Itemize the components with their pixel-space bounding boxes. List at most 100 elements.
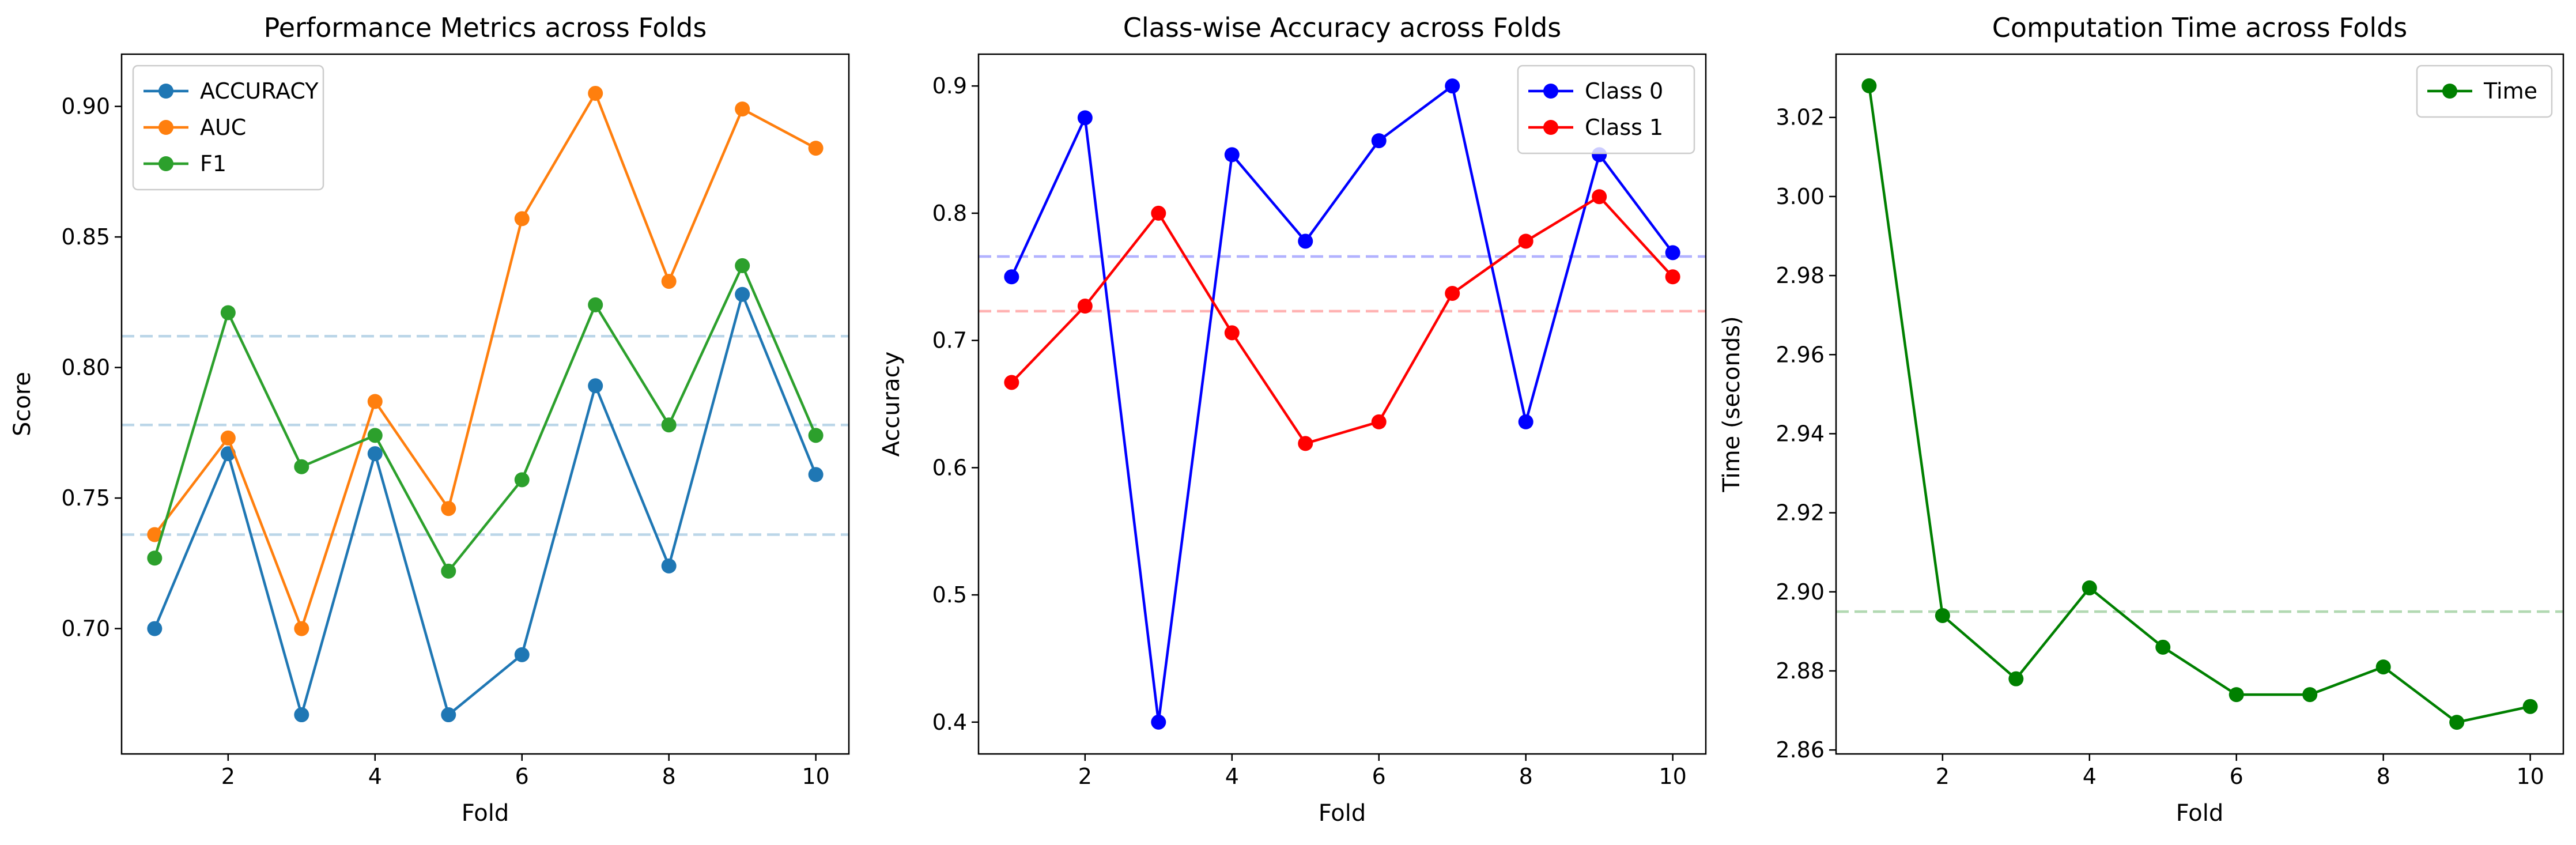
data-point-time xyxy=(2449,715,2465,730)
data-point-time xyxy=(2155,639,2171,655)
x-tick-label: 6 xyxy=(1372,764,1386,789)
y-tick-label: 0.7 xyxy=(932,328,967,353)
x-tick-label: 2 xyxy=(221,764,235,789)
data-point-class-0 xyxy=(1665,245,1680,261)
data-point-auc xyxy=(147,527,163,542)
data-point-accuracy xyxy=(294,707,309,723)
legend-box xyxy=(2416,65,2553,118)
y-tick-label: 0.5 xyxy=(932,582,967,608)
series-line-class-0 xyxy=(1010,84,1674,724)
data-point-class-0 xyxy=(1298,233,1313,249)
axes-frame xyxy=(120,53,850,755)
legend: Class 0 Class 1 xyxy=(1517,65,1695,154)
data-point-class-1 xyxy=(1151,205,1166,221)
y-tick-label: 0.8 xyxy=(932,201,967,226)
legend-label-f1: F1 xyxy=(200,151,226,176)
data-point-accuracy xyxy=(147,621,163,636)
data-point-time xyxy=(1861,78,1877,93)
legend-label-auc: AUC xyxy=(200,115,246,140)
y-tick-label: 2.86 xyxy=(1776,737,1825,763)
data-point-f1 xyxy=(588,297,603,312)
data-point-time xyxy=(2375,659,2391,675)
legend-swatch-marker xyxy=(158,120,173,135)
y-tick-label: 2.88 xyxy=(1776,658,1825,684)
x-tick-label: 10 xyxy=(802,764,829,789)
data-point-accuracy xyxy=(514,647,530,662)
legend: ACCURACY AUC F1 xyxy=(132,65,324,191)
data-point-accuracy xyxy=(735,286,750,302)
data-point-f1 xyxy=(220,305,236,320)
y-tick-label: 0.85 xyxy=(61,224,110,250)
legend-label-class-1: Class 1 xyxy=(1585,115,1663,140)
data-point-time xyxy=(2522,699,2538,714)
data-point-time xyxy=(2008,671,2024,686)
x-tick-label: 10 xyxy=(1659,764,1686,789)
x-tick-label: 8 xyxy=(662,764,676,789)
x-tick-label: 10 xyxy=(2516,764,2544,789)
data-point-auc xyxy=(441,501,456,516)
data-point-time xyxy=(1935,608,1950,623)
data-point-class-1 xyxy=(1004,375,1019,390)
data-point-accuracy xyxy=(588,378,603,394)
axes-frame xyxy=(977,53,1707,755)
legend-swatch-marker xyxy=(2442,84,2457,99)
y-tick-label: 0.6 xyxy=(932,455,967,480)
y-tick-label: 0.75 xyxy=(61,485,110,511)
x-axis-label: Fold xyxy=(462,800,509,827)
data-point-f1 xyxy=(367,428,383,443)
data-point-class-1 xyxy=(1592,189,1607,205)
data-point-class-0 xyxy=(1518,414,1533,429)
y-tick-label: 0.70 xyxy=(61,616,110,642)
x-tick-label: 6 xyxy=(2230,764,2243,789)
legend-label-accuracy: ACCURACY xyxy=(200,78,319,104)
data-point-f1 xyxy=(735,258,750,273)
y-tick-label: 2.94 xyxy=(1776,421,1825,446)
series-line-f1 xyxy=(153,264,817,573)
data-point-f1 xyxy=(147,550,163,566)
data-point-f1 xyxy=(661,417,677,433)
data-point-auc xyxy=(588,85,603,101)
data-point-accuracy xyxy=(367,446,383,462)
data-point-class-1 xyxy=(1371,414,1387,429)
y-tick-label: 3.02 xyxy=(1776,105,1825,130)
data-point-class-0 xyxy=(1077,110,1093,126)
data-point-class-1 xyxy=(1298,436,1313,451)
x-tick-label: 8 xyxy=(2377,764,2390,789)
y-tick-label: 0.4 xyxy=(932,710,967,735)
x-axis-label: Fold xyxy=(2176,800,2224,827)
y-axis-label: Accuracy xyxy=(878,352,905,457)
x-tick-label: 2 xyxy=(1078,764,1092,789)
data-point-class-0 xyxy=(1004,269,1019,285)
data-point-class-1 xyxy=(1518,233,1533,249)
legend-box xyxy=(132,65,324,191)
legend-label-class-0: Class 0 xyxy=(1585,78,1663,104)
chart-title: Class-wise Accuracy across Folds xyxy=(1123,12,1562,43)
series-line-time xyxy=(1868,84,2532,724)
data-point-class-0 xyxy=(1151,714,1166,730)
data-point-class-0 xyxy=(1224,147,1240,163)
x-tick-label: 8 xyxy=(1519,764,1533,789)
data-point-class-1 xyxy=(1077,299,1093,314)
y-tick-label: 0.9 xyxy=(932,73,967,99)
legend-box xyxy=(1517,65,1695,154)
legend-swatch-marker xyxy=(1543,84,1558,99)
series-line-auc xyxy=(153,92,817,630)
data-point-accuracy xyxy=(661,558,677,574)
x-tick-label: 6 xyxy=(515,764,529,789)
series-line-accuracy xyxy=(153,293,817,716)
data-point-time xyxy=(2228,687,2244,703)
chart-title: Computation Time across Folds xyxy=(1992,12,2408,43)
chart-panel-1: 2 4 6 8 10 0.70 0.75 0.80 0.85 0.90 Performance Me… xyxy=(9,12,850,827)
legend-swatch-marker xyxy=(158,156,173,171)
data-point-auc xyxy=(514,211,530,227)
y-axis-label: Time (seconds) xyxy=(1718,316,1745,492)
data-point-class-0 xyxy=(1445,78,1460,94)
y-tick-label: 2.98 xyxy=(1776,263,1825,288)
data-point-class-1 xyxy=(1224,325,1240,341)
data-point-class-0 xyxy=(1371,133,1387,149)
chart-panel-2: 2 4 6 8 10 0.4 0.5 0.6 0.7 0.8 0.9 Class-wise Accur… xyxy=(878,12,1707,827)
x-tick-label: 4 xyxy=(368,764,382,789)
data-point-accuracy xyxy=(441,707,456,723)
